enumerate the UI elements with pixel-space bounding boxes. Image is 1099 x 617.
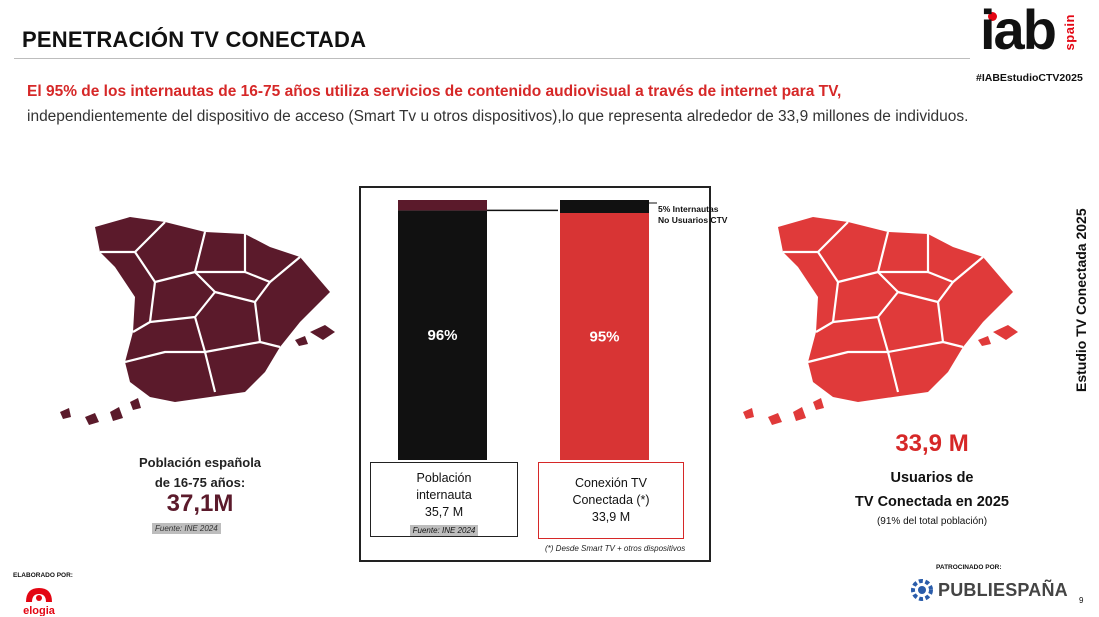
bar-data-label-0: 96% [427, 327, 457, 344]
title-divider [14, 58, 970, 59]
logo-wordmark: iab [980, 0, 1057, 61]
population-label: Población española de 16-75 años: [100, 453, 300, 493]
bar-box-line1: Conexión TV [574, 476, 648, 490]
bar-box-line2: internauta [416, 488, 472, 502]
population-source: Fuente: INE 2024 [152, 523, 221, 534]
bar-segment-0-1 [398, 200, 487, 211]
gear-icon [911, 579, 933, 601]
chart-footnote: (*) Desde Smart TV + otros dispositivos [545, 544, 686, 553]
elogia-logo: elogia [23, 588, 56, 616]
logo-dot [988, 12, 997, 21]
bar-box-value: 35,7 M [424, 505, 464, 519]
bar-box-source: Fuente: INE 2024 [409, 525, 479, 536]
population-value: 37,1M [166, 490, 234, 517]
made-by-label: ELABORADO POR: [13, 572, 73, 579]
intro-rest: independientemente del dispositivo de ac… [27, 108, 969, 125]
bar-segment-1-1 [560, 200, 649, 213]
bar-box-value: 33,9 M [591, 510, 631, 524]
intro-paragraph: El 95% de los internautas de 16-75 años … [27, 79, 977, 129]
annotation-line-1: 5% Internautas [658, 204, 719, 214]
ctv-users-label: Usuarios de TV Conectada en 2025 [822, 466, 1042, 514]
spain-map-population [60, 217, 335, 425]
spain-map-ctv [743, 217, 1018, 425]
bar-segment-1-0 [560, 213, 649, 460]
bar-box-line2: Conectada (*) [572, 493, 650, 507]
ctv-users-label-line1: Usuarios de [890, 470, 974, 486]
bar-box-line1: Población [416, 471, 472, 485]
intro-highlight: El 95% de los internautas de 16-75 años … [27, 83, 842, 100]
sponsor-label: PATROCINADO POR: [936, 564, 1002, 571]
sponsor-wordmark: PUBLIESPAÑA [938, 580, 1068, 600]
page-title: PENETRACIÓN TV CONECTADA [22, 27, 367, 52]
ctv-users-note: (91% del total población) [876, 516, 988, 527]
hashtag: #IABEstudioCTV2025 [976, 72, 1083, 84]
ctv-users-value: 33,9 M [895, 430, 969, 457]
annotation-line-2: No Usuarios CTV [658, 215, 728, 225]
bar-box-internet-population: Población internauta 35,7 M Fuente: INE … [370, 462, 518, 537]
ctv-users-label-line2: TV Conectada en 2025 [855, 494, 1009, 510]
page-number: 9 [1079, 596, 1084, 605]
population-label-line1: Población española [138, 455, 262, 470]
bar-box-ctv-connection: Conexión TV Conectada (*) 33,9 M [538, 462, 684, 539]
bar-data-label-1: 95% [589, 329, 619, 346]
publiespana-logo: PUBLIESPAÑA [908, 576, 1068, 606]
iab-spain-logo: iab spain #IABEstudioCTV2025 [974, 2, 1096, 90]
elogia-wordmark: elogia [23, 605, 56, 616]
bar-segment-0-0 [398, 210, 487, 460]
population-label-line2: de 16-75 años: [154, 475, 246, 490]
